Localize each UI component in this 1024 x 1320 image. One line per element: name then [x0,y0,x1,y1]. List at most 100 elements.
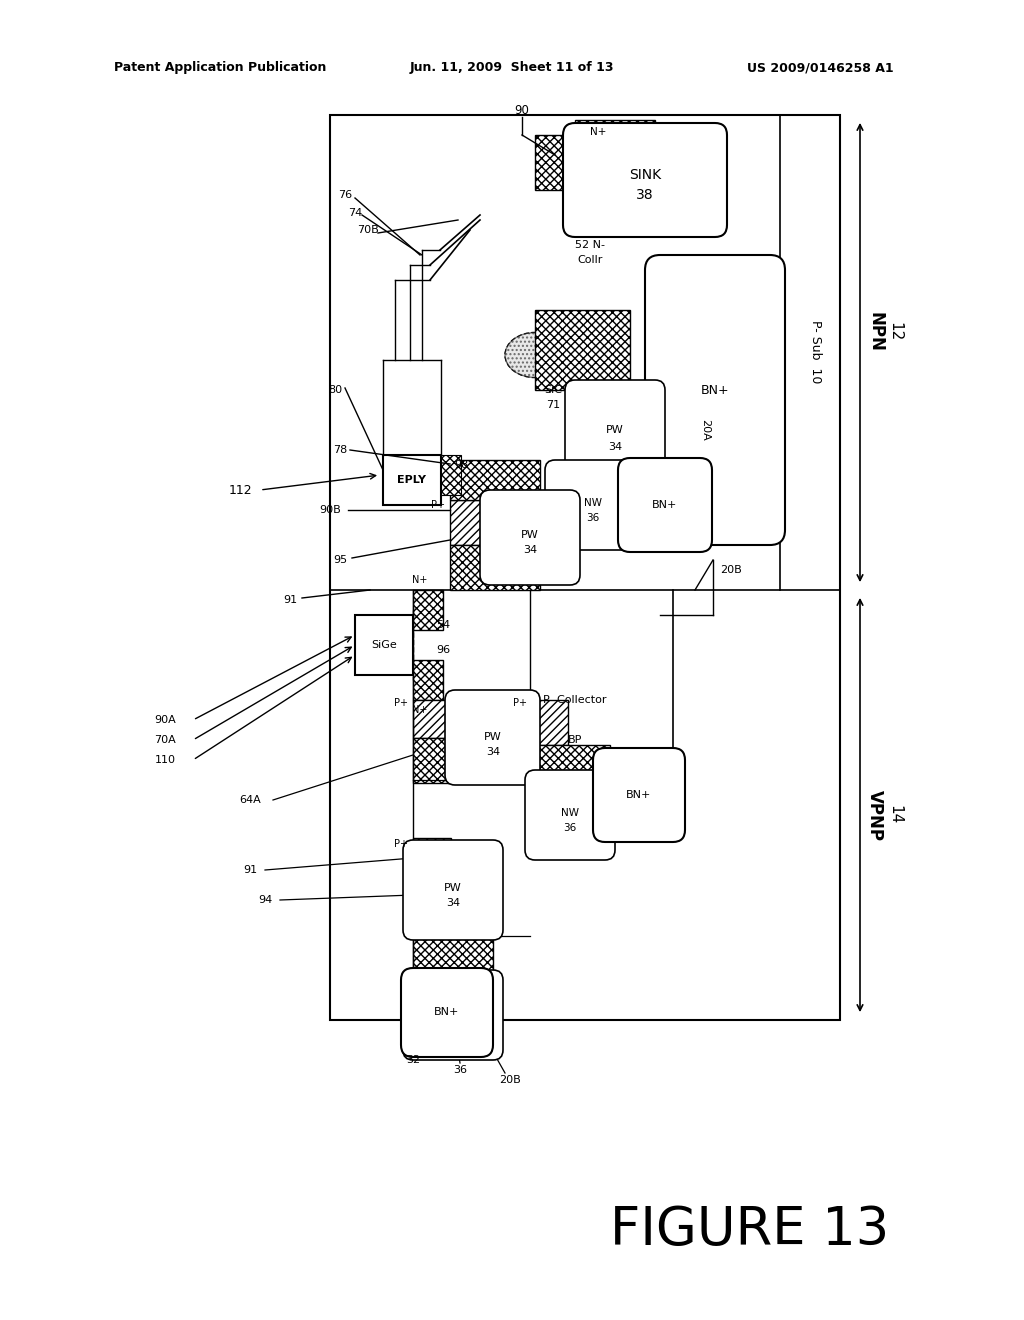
Bar [530,700,568,744]
Text: 20A: 20A [700,420,710,441]
FancyBboxPatch shape [563,123,727,238]
Text: NW: NW [584,498,602,508]
Text: 20B: 20B [499,1074,521,1085]
Ellipse shape [505,333,565,378]
Bar [413,936,493,981]
Text: P- Collector: P- Collector [544,696,607,705]
FancyBboxPatch shape [403,840,503,940]
Text: NW: NW [561,808,579,818]
Text: 34: 34 [486,747,500,756]
Text: 34: 34 [445,898,460,908]
Text: PW: PW [521,531,539,540]
Text: BN+: BN+ [700,384,729,396]
Text: N+: N+ [590,127,606,137]
Text: 76: 76 [338,190,352,201]
Text: 38: 38 [636,187,653,202]
Text: FIGURE 13: FIGURE 13 [610,1204,890,1257]
Text: 91: 91 [243,865,257,875]
Bar [530,744,610,789]
FancyBboxPatch shape [593,748,685,842]
Text: NW: NW [444,998,462,1008]
Text: 36: 36 [453,1065,467,1074]
Text: 112: 112 [228,483,252,496]
Text: 34: 34 [608,442,622,451]
Text: PW: PW [606,425,624,436]
Bar [450,459,540,500]
Text: P+: P+ [513,698,527,708]
Text: 98: 98 [454,459,468,470]
Bar [413,590,443,630]
Bar [450,545,540,590]
Text: 80: 80 [328,385,342,395]
Text: 110: 110 [155,755,175,766]
Bar [330,115,840,1020]
FancyBboxPatch shape [645,255,785,545]
FancyBboxPatch shape [480,490,580,585]
Text: 36: 36 [563,822,577,833]
FancyBboxPatch shape [403,970,503,1060]
Text: 71: 71 [546,400,560,411]
Bar [535,135,575,190]
FancyBboxPatch shape [618,458,712,552]
FancyBboxPatch shape [545,459,640,550]
Text: BP: BP [568,735,583,744]
Text: 36: 36 [446,1012,460,1023]
Text: 24: 24 [653,785,667,795]
Text: 90A: 90A [155,715,176,725]
Text: P- Sub  10: P- Sub 10 [809,321,821,384]
Text: 91: 91 [283,595,297,605]
FancyBboxPatch shape [565,380,665,475]
Text: SINK: SINK [629,168,662,182]
Text: 20B: 20B [720,565,741,576]
Text: 52 N-: 52 N- [575,240,605,249]
Text: 32: 32 [406,1055,420,1065]
Bar [413,660,443,700]
Text: 70A: 70A [155,735,176,744]
Text: VPNP: VPNP [866,789,884,841]
Text: BN+: BN+ [652,500,678,510]
Text: P+: P+ [394,840,408,849]
Text: US 2009/0146258 A1: US 2009/0146258 A1 [746,62,893,74]
FancyBboxPatch shape [445,690,540,785]
Text: N+: N+ [413,576,428,585]
Text: PW: PW [444,883,462,894]
Bar [441,455,461,495]
FancyBboxPatch shape [525,770,615,861]
Text: P+: P+ [431,500,445,510]
Text: BNwell: BNwell [556,785,594,795]
Text: EPLY: EPLY [397,475,427,484]
Text: 90: 90 [515,103,529,116]
Text: NPN: NPN [866,312,884,352]
Bar [535,310,630,389]
Text: 90B: 90B [319,506,341,515]
Text: 74: 74 [348,209,362,218]
Text: NW: NW [444,1008,462,1018]
Text: SiC: SiC [544,385,562,395]
Bar [413,700,451,738]
Bar [413,838,451,866]
Bar [450,500,488,545]
Text: SiGe: SiGe [371,640,397,649]
Text: N+: N+ [413,705,428,715]
Text: 20A: 20A [765,345,775,366]
Bar [355,615,413,675]
Text: Patent Application Publication: Patent Application Publication [114,62,327,74]
Text: 64A: 64A [240,795,261,805]
Text: 34: 34 [523,545,537,554]
Text: BN+: BN+ [627,789,651,800]
Text: 54: 54 [436,620,451,630]
FancyBboxPatch shape [401,968,493,1057]
Text: 78: 78 [333,445,347,455]
Text: P+: P+ [394,698,408,708]
Text: 36: 36 [446,1023,460,1034]
Bar [383,455,441,506]
Bar [413,738,493,783]
Text: Jun. 11, 2009  Sheet 11 of 13: Jun. 11, 2009 Sheet 11 of 13 [410,62,614,74]
Text: 95: 95 [333,554,347,565]
Text: 70B: 70B [357,224,379,235]
Text: 36: 36 [587,513,600,523]
Text: BN+: BN+ [434,1007,460,1016]
Text: PW: PW [484,733,502,742]
Text: 14: 14 [888,805,902,825]
Text: 12: 12 [888,322,902,342]
